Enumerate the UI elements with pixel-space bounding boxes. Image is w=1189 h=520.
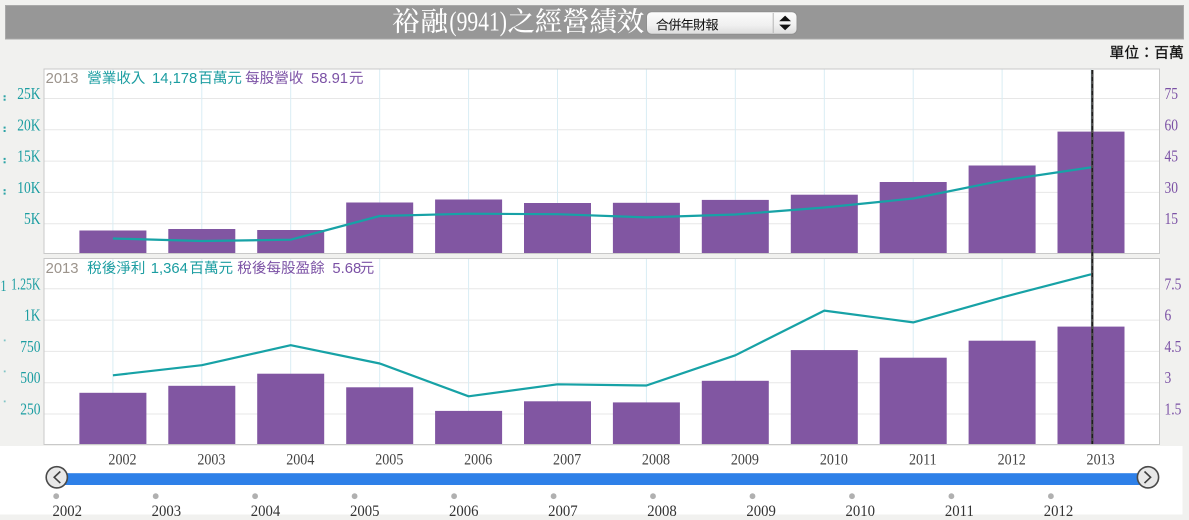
svg-text:15: 15 [1165, 211, 1179, 228]
svg-text:75: 75 [1165, 86, 1179, 103]
svg-text:2006: 2006 [464, 452, 493, 469]
svg-text:2002: 2002 [53, 503, 82, 520]
svg-text:1.25K: 1.25K [0, 278, 31, 296]
svg-text:60: 60 [1165, 117, 1179, 134]
svg-text:7.5: 7.5 [1165, 276, 1182, 293]
svg-text:2003: 2003 [152, 503, 182, 520]
svg-text:20K: 20K [17, 117, 40, 134]
svg-text:2007: 2007 [553, 452, 582, 469]
svg-text:2013: 2013 [46, 71, 79, 87]
svg-text:2011: 2011 [909, 452, 937, 469]
svg-text:1,364: 1,364 [151, 261, 188, 277]
svg-text:(9941): (9941) [449, 7, 507, 37]
svg-text:2011: 2011 [945, 503, 974, 520]
svg-text:1.25K: 1.25K [11, 276, 41, 294]
svg-text:15K: 15K [17, 148, 40, 165]
svg-text:2004: 2004 [286, 452, 315, 469]
svg-text:2007: 2007 [548, 503, 578, 520]
svg-text:2005: 2005 [350, 503, 380, 520]
svg-text:250: 250 [20, 401, 40, 418]
svg-text:500: 500 [20, 370, 40, 387]
svg-text:2010: 2010 [820, 452, 848, 469]
svg-text:2013: 2013 [1087, 452, 1115, 469]
svg-text:5.68: 5.68 [332, 261, 361, 277]
svg-text:2006: 2006 [449, 503, 479, 520]
svg-text:2009: 2009 [731, 452, 759, 469]
svg-text:30: 30 [1165, 180, 1179, 197]
svg-text:2002: 2002 [108, 452, 136, 469]
svg-text:58.91: 58.91 [311, 71, 348, 87]
svg-text:2012: 2012 [998, 452, 1026, 469]
svg-text:2010: 2010 [846, 503, 876, 520]
svg-text:2012: 2012 [1044, 503, 1073, 520]
svg-text:1K: 1K [24, 307, 41, 324]
svg-text:2013: 2013 [46, 261, 79, 277]
svg-text:5K: 5K [24, 211, 41, 228]
svg-text:45: 45 [1165, 148, 1179, 165]
svg-text:2003: 2003 [197, 452, 225, 469]
svg-text:10K: 10K [17, 180, 40, 197]
svg-text:1.5: 1.5 [1165, 401, 1182, 418]
svg-text:750: 750 [20, 339, 40, 356]
svg-text:6: 6 [1165, 307, 1172, 324]
svg-text:2009: 2009 [746, 503, 775, 520]
svg-text:2008: 2008 [647, 503, 677, 520]
svg-text:4.5: 4.5 [1165, 339, 1182, 356]
svg-text:3: 3 [1165, 370, 1172, 387]
svg-text:25K: 25K [17, 86, 40, 103]
svg-text:2004: 2004 [251, 503, 281, 520]
svg-text:2005: 2005 [375, 452, 403, 469]
svg-text:2008: 2008 [642, 452, 670, 469]
svg-text:14,178: 14,178 [152, 71, 197, 87]
